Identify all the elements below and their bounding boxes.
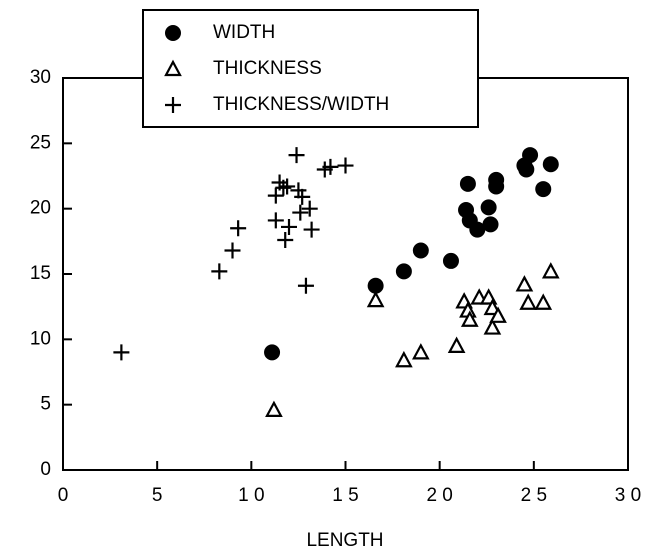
point — [277, 232, 294, 249]
x-tick-label: 5 — [152, 485, 163, 506]
y-tick-label: 10 — [30, 328, 51, 349]
point — [534, 293, 553, 310]
point — [301, 200, 318, 217]
point — [322, 158, 339, 175]
x-axis-label: LENGTH — [306, 530, 383, 551]
point — [515, 275, 534, 292]
point — [482, 216, 499, 233]
point — [281, 218, 297, 235]
legend-label: THICKNESS/WIDTH — [213, 94, 389, 115]
point — [535, 181, 552, 198]
point — [265, 400, 283, 417]
point — [522, 147, 539, 164]
x-tick-label: 3 0 — [615, 485, 641, 506]
point — [294, 188, 311, 205]
point — [442, 252, 459, 269]
point — [275, 179, 292, 196]
point — [367, 277, 384, 294]
point — [288, 147, 305, 164]
point — [480, 199, 497, 216]
point — [211, 263, 228, 280]
x-tick-label: 2 5 — [521, 485, 547, 506]
y-tick-label: 0 — [40, 459, 51, 480]
y-tick-label: 5 — [40, 394, 51, 415]
legend-marker — [165, 25, 181, 41]
point — [267, 187, 284, 204]
point — [267, 212, 284, 229]
point — [395, 263, 412, 280]
point — [541, 262, 560, 279]
legend-marker — [164, 59, 182, 77]
point — [447, 336, 466, 353]
plot-frame — [62, 77, 629, 471]
legend-box — [142, 9, 479, 128]
point — [488, 178, 505, 195]
point — [459, 175, 476, 192]
x-tick-label: 2 0 — [426, 485, 452, 506]
x-tick-label: 1 0 — [238, 485, 264, 506]
point — [412, 242, 429, 259]
point — [366, 290, 385, 308]
point — [411, 343, 430, 360]
legend-label: WIDTH — [213, 22, 275, 43]
point — [337, 157, 354, 174]
point — [483, 318, 502, 335]
point — [290, 182, 307, 199]
y-tick-label: 25 — [30, 132, 51, 153]
y-tick-label: 15 — [30, 263, 51, 284]
point — [279, 178, 296, 195]
point — [113, 344, 130, 361]
y-tick-label: 30 — [30, 67, 51, 88]
point — [460, 310, 479, 327]
point — [303, 221, 320, 238]
point — [519, 293, 538, 310]
point — [264, 344, 281, 361]
legend-label: THICKNESS — [213, 58, 322, 79]
x-tick-label: 1 5 — [332, 485, 358, 506]
point — [469, 221, 486, 238]
y-tick-label: 20 — [30, 198, 51, 219]
point — [230, 220, 247, 237]
point — [489, 306, 507, 323]
point — [292, 204, 309, 221]
point — [224, 242, 241, 259]
point — [542, 156, 559, 173]
x-tick-label: 0 — [58, 485, 69, 506]
point — [395, 350, 413, 368]
legend-marker — [165, 97, 181, 113]
point — [297, 277, 314, 294]
point — [518, 161, 535, 178]
